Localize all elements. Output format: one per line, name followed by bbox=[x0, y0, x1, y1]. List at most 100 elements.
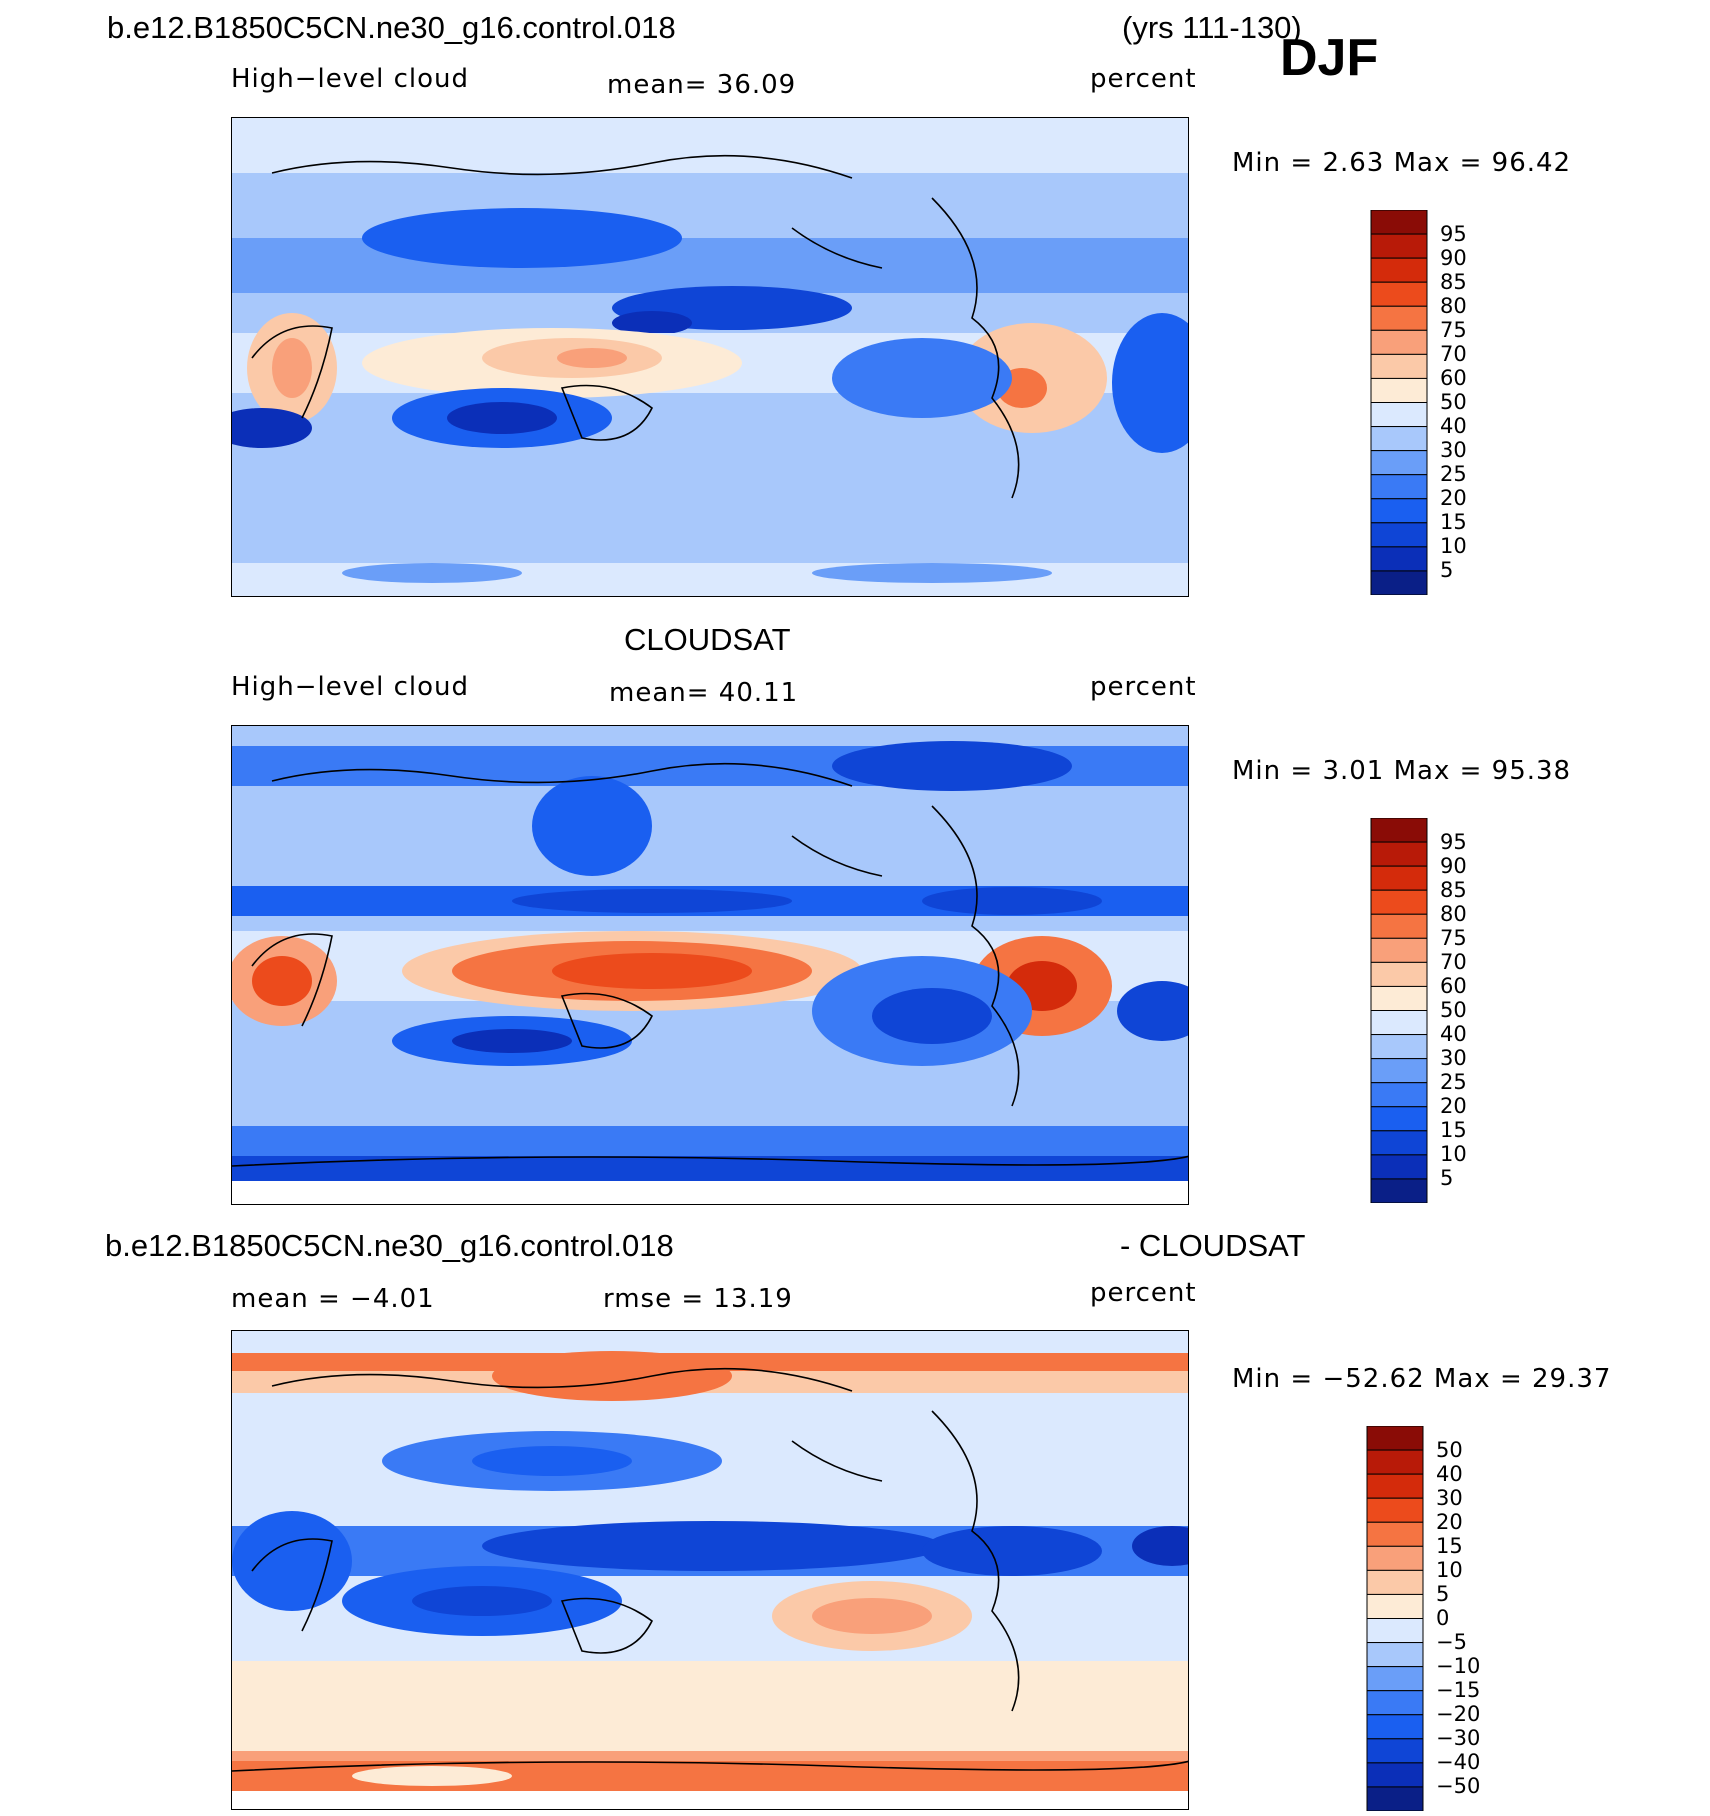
colorbar-swatch bbox=[1366, 1521, 1424, 1547]
panel2-label-3: 85 bbox=[1440, 878, 1467, 902]
panel2-label-2: 90 bbox=[1440, 854, 1467, 878]
panel1-label-5: 75 bbox=[1440, 318, 1467, 342]
panel2-colorbar bbox=[1370, 817, 1428, 1208]
colorbar-swatch bbox=[1366, 1473, 1424, 1499]
panel3-map bbox=[231, 1330, 1189, 1810]
panel3-title-right: - CLOUDSAT bbox=[1120, 1228, 1306, 1263]
panel1-label-6: 70 bbox=[1440, 342, 1467, 366]
panel1-map bbox=[231, 117, 1189, 597]
colorbar-swatch bbox=[1370, 1154, 1428, 1180]
panel2-label-8: 50 bbox=[1440, 998, 1467, 1022]
panel2-variable: High−level cloud bbox=[231, 672, 470, 702]
colorbar-swatch bbox=[1366, 1666, 1424, 1692]
panel2-label-11: 25 bbox=[1440, 1070, 1467, 1094]
case-title: b.e12.B1850C5CN.ne30_g16.control.018 bbox=[107, 10, 676, 45]
panel2-map bbox=[231, 725, 1189, 1205]
colorbar-swatch bbox=[1366, 1690, 1424, 1716]
colorbar-swatch bbox=[1370, 522, 1428, 548]
panel3-label-5: 15 bbox=[1436, 1534, 1463, 1558]
panel1-colorbar-swatches bbox=[1370, 209, 1428, 596]
panel3-label-4: 20 bbox=[1436, 1510, 1463, 1534]
colorbar-swatch bbox=[1370, 209, 1428, 235]
colorbar-swatch bbox=[1366, 1762, 1424, 1788]
panel1-mean: mean= 36.09 bbox=[607, 70, 797, 100]
colorbar-swatch bbox=[1370, 233, 1428, 259]
panel1-label-12: 20 bbox=[1440, 486, 1467, 510]
panel3-label-1: 50 bbox=[1436, 1438, 1463, 1462]
colorbar-swatch bbox=[1370, 570, 1428, 596]
colorbar-swatch bbox=[1370, 961, 1428, 987]
colorbar-swatch bbox=[1370, 377, 1428, 403]
colorbar-swatch bbox=[1370, 1178, 1428, 1204]
panel1-label-10: 30 bbox=[1440, 438, 1467, 462]
panel1-label-1: 95 bbox=[1440, 222, 1467, 246]
colorbar-swatch bbox=[1366, 1545, 1424, 1571]
colorbar-swatch bbox=[1370, 426, 1428, 452]
panel1-label-7: 60 bbox=[1440, 366, 1467, 390]
panel3-label-11: −15 bbox=[1436, 1678, 1481, 1702]
panel3-label-10: −10 bbox=[1436, 1654, 1481, 1678]
colorbar-swatch bbox=[1370, 985, 1428, 1011]
panel3-label-3: 30 bbox=[1436, 1486, 1463, 1510]
panel3-field bbox=[232, 1331, 1188, 1809]
colorbar-swatch bbox=[1366, 1786, 1424, 1812]
panel3-colorbar-swatches bbox=[1366, 1425, 1424, 1812]
panel2-minmax: Min = 3.01 Max = 95.38 bbox=[1232, 756, 1572, 786]
colorbar-swatch bbox=[1370, 329, 1428, 355]
colorbar-swatch bbox=[1370, 546, 1428, 572]
panel2-label-14: 10 bbox=[1440, 1142, 1467, 1166]
panel2-label-12: 20 bbox=[1440, 1094, 1467, 1118]
panel3-rmse: rmse = 13.19 bbox=[603, 1284, 793, 1314]
panel3-label-2: 40 bbox=[1436, 1462, 1463, 1486]
panel1-colorbar bbox=[1370, 209, 1428, 600]
colorbar-swatch bbox=[1370, 1130, 1428, 1156]
panel3-label-13: −30 bbox=[1436, 1726, 1481, 1750]
colorbar-swatch bbox=[1366, 1497, 1424, 1523]
panel2-colorbar-swatches bbox=[1370, 817, 1428, 1204]
colorbar-swatch bbox=[1370, 305, 1428, 331]
panel3-label-14: −40 bbox=[1436, 1750, 1481, 1774]
colorbar-swatch bbox=[1370, 865, 1428, 891]
panel1-label-2: 90 bbox=[1440, 246, 1467, 270]
panel2-label-15: 5 bbox=[1440, 1166, 1454, 1190]
colorbar-swatch bbox=[1366, 1425, 1424, 1451]
colorbar-swatch bbox=[1370, 937, 1428, 963]
panel1-label-4: 80 bbox=[1440, 294, 1467, 318]
panel1-label-15: 5 bbox=[1440, 558, 1454, 582]
panel1-label-11: 25 bbox=[1440, 462, 1467, 486]
colorbar-swatch bbox=[1366, 1714, 1424, 1740]
panel3-label-7: 5 bbox=[1436, 1582, 1450, 1606]
colorbar-swatch bbox=[1366, 1618, 1424, 1644]
panel2-title: CLOUDSAT bbox=[624, 622, 791, 657]
colorbar-swatch bbox=[1366, 1642, 1424, 1668]
colorbar-swatch bbox=[1370, 817, 1428, 843]
colorbar-swatch bbox=[1370, 281, 1428, 307]
colorbar-swatch bbox=[1370, 913, 1428, 939]
panel2-label-5: 75 bbox=[1440, 926, 1467, 950]
panel3-units: percent bbox=[1090, 1278, 1197, 1308]
colorbar-swatch bbox=[1366, 1593, 1424, 1619]
colorbar-swatch bbox=[1370, 889, 1428, 915]
panel2-label-10: 30 bbox=[1440, 1046, 1467, 1070]
panel1-label-8: 50 bbox=[1440, 390, 1467, 414]
panel1-variable: High−level cloud bbox=[231, 64, 470, 94]
panel3-label-9: −5 bbox=[1436, 1630, 1467, 1654]
panel3-minmax: Min = −52.62 Max = 29.37 bbox=[1232, 1364, 1612, 1394]
colorbar-swatch bbox=[1370, 1058, 1428, 1084]
panel2-label-1: 95 bbox=[1440, 830, 1467, 854]
panel2-label-6: 70 bbox=[1440, 950, 1467, 974]
panel3-label-8: 0 bbox=[1436, 1606, 1450, 1630]
panel1-label-13: 15 bbox=[1440, 510, 1467, 534]
panel3-label-12: −20 bbox=[1436, 1702, 1481, 1726]
colorbar-swatch bbox=[1370, 1106, 1428, 1132]
panel2-units: percent bbox=[1090, 672, 1197, 702]
colorbar-swatch bbox=[1370, 1082, 1428, 1108]
panel1-minmax: Min = 2.63 Max = 96.42 bbox=[1232, 148, 1572, 178]
panel3-mean: mean = −4.01 bbox=[231, 1284, 435, 1314]
colorbar-swatch bbox=[1370, 841, 1428, 867]
panel1-label-9: 40 bbox=[1440, 414, 1467, 438]
panel2-label-9: 40 bbox=[1440, 1022, 1467, 1046]
colorbar-swatch bbox=[1370, 474, 1428, 500]
colorbar-swatch bbox=[1370, 498, 1428, 524]
panel2-label-4: 80 bbox=[1440, 902, 1467, 926]
